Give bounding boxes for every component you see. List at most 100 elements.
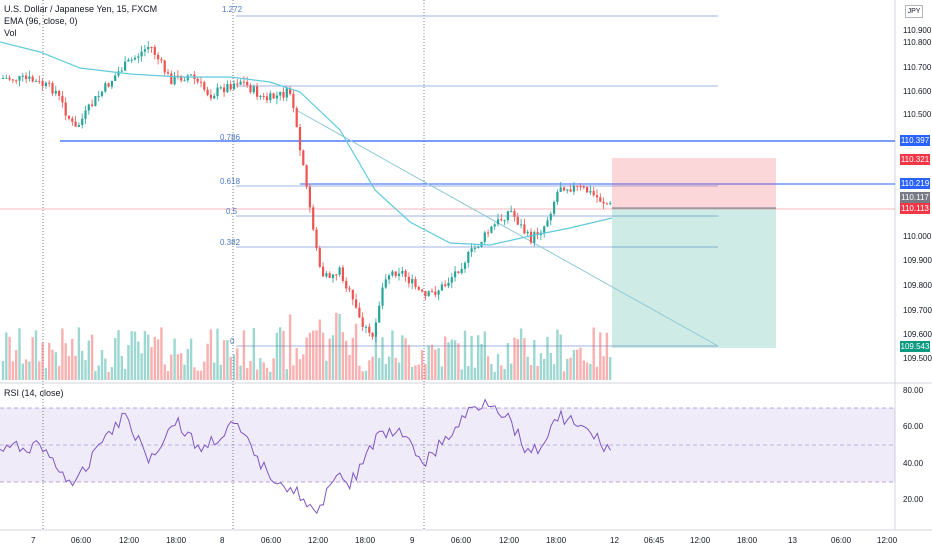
volume-bar [510,363,513,380]
candle-body [520,224,523,226]
candle-body [407,276,410,284]
take-profit-zone[interactable] [612,208,776,348]
price-tag[interactable]: 110.117 [900,192,930,203]
ema-legend[interactable]: EMA (96, close, 0) [4,16,78,26]
candle-body [285,88,288,98]
volume-bar [328,338,331,380]
volume-bar [440,366,444,380]
volume-bar [460,369,463,380]
volume-bar [539,353,543,380]
candle-body [559,187,562,192]
candle-body [67,115,71,119]
candle-body [566,189,569,191]
candle-body [450,277,453,283]
volume-bar [193,367,196,380]
time-axis-label: 12:00 [308,536,329,545]
candle-body [493,224,496,227]
fib-label: 0.5 [226,207,238,216]
volume-bar [420,350,424,380]
candle-body [54,90,57,94]
rsi-legend[interactable]: RSI (14, close) [4,388,64,398]
candle-body [579,186,582,188]
currency-button[interactable]: JPY [905,5,923,18]
candle-body [397,273,401,276]
price-tag[interactable]: 110.113 [900,203,930,214]
candle-body [265,96,269,101]
candle-body [203,82,206,90]
candle-body [91,104,94,106]
volume-bars [1,312,612,380]
candle-body [371,332,374,337]
volume-bar [354,323,358,380]
volume-bar [302,354,305,380]
time-axis-label: 8 [220,536,225,545]
volume-bar [137,341,140,380]
volume-bar [566,358,569,380]
candle-body [434,291,437,295]
volume-bar [180,353,183,380]
candle-body [553,201,556,214]
volume-bar [38,361,41,380]
candle-body [209,94,212,99]
volume-bar [295,348,298,380]
candle-body [345,280,348,289]
candle-body [602,201,605,204]
candle-body [308,186,311,208]
vol-legend[interactable]: Vol [4,28,17,38]
volume-bar [77,327,81,380]
candle-body [206,89,209,95]
candle-body [391,271,394,276]
volume-bar [239,365,242,380]
price-tag[interactable]: 110.397 [900,135,930,146]
rsi-axis-label: 20.00 [903,495,924,504]
volume-bar [381,337,384,380]
candle-body [526,231,529,234]
volume-bar [292,365,295,380]
trend-line[interactable] [295,109,719,347]
volume-bar [110,367,114,380]
price-tag[interactable]: 110.321 [900,154,930,165]
candle-body [305,165,308,187]
candle-body [302,150,305,166]
price-axis-label: 110.700 [903,63,932,72]
volume-bar [549,353,552,380]
price-tag[interactable]: 110.219 [900,178,930,189]
volume-bar [219,364,222,380]
candle-body [589,191,592,193]
volume-bar [57,366,61,380]
volume-bar [341,332,345,380]
candle-body [543,226,546,233]
candle-body [523,224,526,234]
candle-body [186,75,189,81]
candle-body [107,83,110,87]
candle-body [223,87,226,93]
volume-bar [526,356,529,380]
volume-bar [255,369,259,380]
volume-bar [437,348,440,380]
volume-bar [562,371,566,380]
candle-body [586,187,589,193]
candle-body [180,76,183,81]
volume-bar [114,337,117,380]
volume-bar [572,350,576,380]
symbol-legend[interactable]: U.S. Dollar / Japanese Yen, 15, FXCM [4,4,158,14]
volume-bar [589,364,592,380]
volume-bar [262,362,265,380]
price-tag[interactable]: 109.543 [900,341,930,352]
price-axis-label: 109.900 [903,256,932,265]
volume-bar [427,345,430,380]
volume-bar [160,327,163,380]
stop-loss-zone[interactable] [612,158,776,208]
volume-bar [232,354,236,380]
volume-bar [87,340,90,380]
candle-body [470,248,473,253]
price-axis-label: 109.500 [903,354,932,363]
volume-bar [18,328,21,380]
volume-bar [242,330,246,380]
candle-body [120,70,123,72]
time-axis-label: 9 [410,536,415,545]
volume-bar [97,365,100,380]
candle-body [374,322,377,337]
volume-bar [249,361,252,380]
